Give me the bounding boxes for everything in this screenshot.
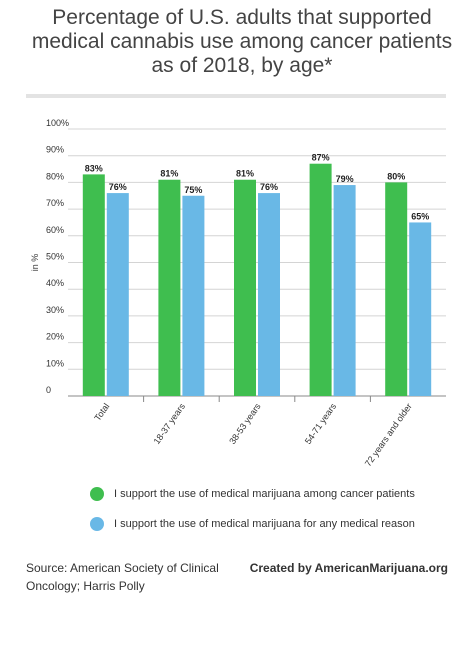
y-axis-label: in % (30, 254, 40, 272)
y-tick-label: 70% (46, 198, 64, 208)
bar-value-label: 76% (109, 182, 127, 192)
bar-value-label: 75% (184, 185, 202, 195)
legend-label: I support the use of medical marijuana f… (114, 518, 415, 530)
y-tick-label: 20% (46, 332, 64, 342)
source-note: Source: American Society of Clinical Onc… (26, 561, 219, 593)
legend-item-any-medical-reason: I support the use of medical marijuana f… (90, 517, 415, 531)
y-tick-label: 50% (46, 252, 64, 262)
y-tick-label: 30% (46, 305, 64, 315)
credit-note: Created by AmericanMarijuana.org (249, 561, 448, 575)
x-tick-label: 54-71 years (303, 401, 339, 446)
x-tick-label: Total (92, 401, 111, 422)
bar (158, 179, 181, 396)
legend-swatch-blue (90, 517, 104, 531)
bar-value-label: 87% (312, 153, 330, 163)
y-tick-label: 40% (46, 278, 64, 288)
bar-value-label: 65% (411, 211, 429, 221)
bar-value-label: 81% (236, 169, 254, 179)
y-tick-label: 60% (46, 225, 64, 235)
bar (385, 182, 408, 396)
y-tick-label: 0 (46, 385, 51, 395)
bar (106, 193, 129, 396)
y-tick-label: 100% (46, 118, 69, 128)
bar (309, 163, 332, 396)
bar (258, 193, 280, 396)
bar (234, 179, 256, 396)
bar-chart: 0 10% 20% 30% 40% 50% 60% 70% 80% 90% 100% in % 83% 7… (30, 118, 446, 468)
y-tick-label: 10% (46, 358, 64, 368)
bar (82, 174, 105, 396)
bar (333, 185, 356, 396)
chart-title: Percentage of U.S. adults that supported… (31, 6, 453, 77)
bar-value-label: 79% (336, 174, 354, 184)
legend-swatch-green (90, 487, 104, 501)
bar-value-label: 80% (387, 171, 405, 181)
bar (409, 222, 432, 396)
title-divider (26, 94, 446, 98)
y-tick-label: 80% (46, 171, 64, 181)
bar-value-label: 83% (85, 163, 103, 173)
x-tick-label: 38-53 years (227, 401, 263, 446)
x-tick-label: 72 years and older (363, 401, 414, 468)
bar-value-label: 81% (160, 169, 178, 179)
x-tick-label: 18-37 years (152, 401, 188, 446)
y-tick-label: 90% (46, 145, 64, 155)
bar (182, 195, 205, 396)
legend-label: I support the use of medical marijuana a… (114, 488, 415, 500)
bar-value-label: 76% (260, 182, 278, 192)
legend-item-cancer-patients: I support the use of medical marijuana a… (90, 487, 415, 501)
